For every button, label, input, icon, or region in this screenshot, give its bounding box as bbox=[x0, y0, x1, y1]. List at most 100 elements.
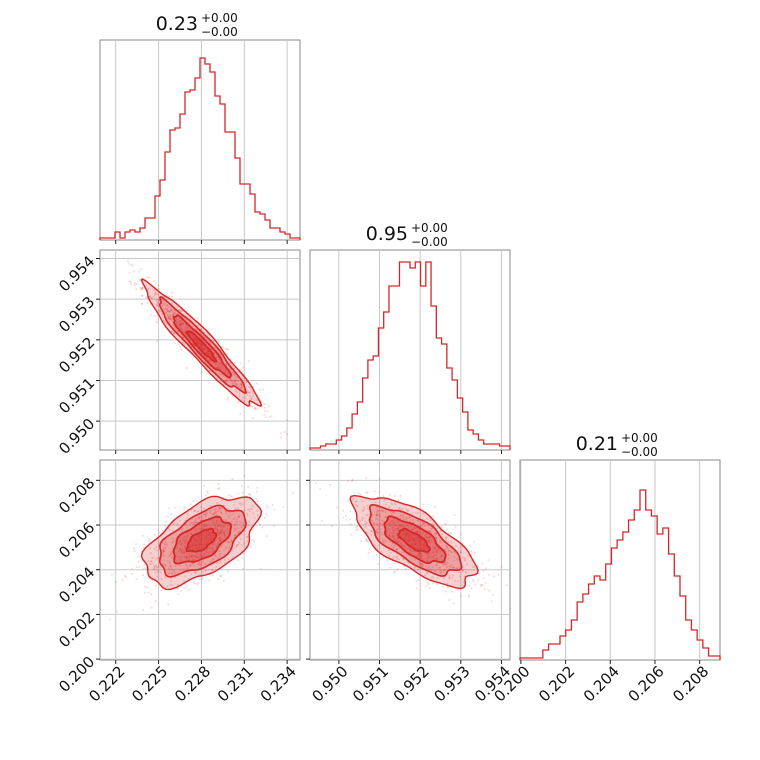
p0-p1-sample-point bbox=[179, 323, 182, 326]
p1-p2-sample-point bbox=[419, 555, 422, 558]
p0-p2-sample-point bbox=[154, 533, 157, 536]
p0-p1-sample-point bbox=[153, 280, 156, 283]
p0-p2-sample-point bbox=[171, 541, 174, 544]
p0-p2-sample-point bbox=[222, 579, 225, 582]
p0-p1-sample-point bbox=[169, 318, 172, 321]
p0-p2-sample-point bbox=[215, 526, 218, 529]
p1-p2-sample-point bbox=[427, 537, 430, 540]
p0-p2-sample-point bbox=[170, 553, 173, 556]
p1-p2-sample-point bbox=[423, 525, 426, 528]
p1-p2-sample-point bbox=[432, 549, 435, 552]
p0-p2-contour-0 bbox=[140, 495, 263, 591]
p0-p2-sample-point bbox=[263, 516, 266, 519]
p1-p2-sample-point bbox=[429, 556, 432, 559]
p1-p2-sample-point bbox=[390, 513, 393, 516]
p0-p2-sample-point bbox=[183, 550, 186, 553]
p1-p2-sample-point bbox=[431, 515, 434, 518]
p0-p2-sample-point bbox=[158, 565, 161, 568]
p0-p2-sample-point bbox=[216, 531, 219, 534]
p1-p2-sample-point bbox=[417, 512, 420, 515]
p0-p2-sample-point bbox=[233, 542, 236, 545]
p0-p1-sample-point bbox=[252, 392, 255, 395]
p0-p1-sample-point bbox=[210, 355, 213, 358]
p0-p2-sample-point bbox=[233, 527, 236, 530]
p0-p2-sample-point bbox=[156, 575, 159, 578]
p1-p2-sample-point bbox=[391, 534, 394, 537]
p1-p2-sample-point bbox=[450, 563, 453, 566]
p1-p2-sample-point bbox=[451, 577, 454, 580]
p0-p2-sample-point bbox=[185, 539, 188, 542]
p0-p2-sample-point bbox=[190, 555, 193, 558]
p0-p1-sample-point bbox=[178, 322, 181, 325]
p0-p1-sample-point bbox=[196, 317, 199, 320]
p1-p2-sample-point bbox=[401, 525, 404, 528]
p1-p2-sample-point bbox=[397, 527, 400, 530]
p0-p2-sample-point bbox=[218, 487, 221, 490]
p0-p1-sample-point bbox=[239, 412, 242, 415]
p1-p2-sample-point bbox=[418, 551, 421, 554]
p1-p2-sample-point bbox=[482, 577, 485, 580]
p0-p2-sample-point bbox=[240, 526, 243, 529]
p0-p2-sample-point bbox=[154, 558, 157, 561]
p0-p2-sample-point bbox=[215, 565, 218, 568]
p0-p2-sample-point bbox=[195, 546, 198, 549]
p1-p2-sample-point bbox=[435, 562, 438, 565]
p0-p2-sample-point bbox=[201, 550, 204, 553]
p1-p2-sample-point bbox=[336, 506, 339, 509]
p1-p2-sample-point bbox=[406, 547, 409, 550]
p1-p2-sample-point bbox=[428, 536, 431, 539]
p0-p2-sample-point bbox=[146, 586, 149, 589]
p0-p1-sample-point bbox=[185, 324, 188, 327]
p0-p2-sample-point bbox=[192, 521, 195, 524]
p1-p2-sample-point bbox=[435, 564, 438, 567]
p0-p2-sample-point bbox=[183, 541, 186, 544]
p0-p1-contour-3 bbox=[185, 330, 218, 363]
p0-p2-sample-point bbox=[169, 580, 172, 583]
p1-p2-sample-point bbox=[375, 513, 378, 516]
p0-p2-sample-point bbox=[115, 610, 118, 613]
p0-p2-sample-point bbox=[214, 507, 217, 510]
p0-p1-sample-point bbox=[279, 432, 282, 435]
p1-p2-sample-point bbox=[448, 574, 451, 577]
p1-p2-sample-point bbox=[446, 582, 449, 585]
p0-p1-sample-point bbox=[202, 344, 205, 347]
p1-p2-sample-point bbox=[421, 564, 424, 567]
p1-p2-sample-point bbox=[431, 539, 434, 542]
p1-p2-sample-point bbox=[448, 577, 451, 580]
p0-p1-sample-point bbox=[231, 380, 234, 383]
p0-p1-sample-point bbox=[248, 392, 251, 395]
p0-p2-sample-point bbox=[223, 534, 226, 537]
p0-p1-sample-point bbox=[176, 330, 179, 333]
p0-p2-sample-point bbox=[221, 526, 224, 529]
p0-p2-sample-point bbox=[194, 582, 197, 585]
p0-p1-sample-point bbox=[152, 295, 155, 298]
p0-p1-sample-point bbox=[155, 292, 158, 295]
p0-p2-sample-point bbox=[157, 565, 160, 568]
p0-p2-sample-point bbox=[252, 512, 255, 515]
p0-p1-sample-point bbox=[149, 313, 152, 316]
p0-p2-sample-point bbox=[193, 564, 196, 567]
p0-p2-sample-point bbox=[237, 527, 240, 530]
p0-p1-sample-point bbox=[225, 370, 228, 373]
p0-p2-sample-point bbox=[248, 520, 251, 523]
p0-p1-sample-point bbox=[207, 334, 210, 337]
p0-p2-sample-point bbox=[206, 547, 209, 550]
p0-p2-sample-point bbox=[246, 512, 249, 515]
p1-p2-sample-point bbox=[365, 538, 368, 541]
p0-p1-sample-point bbox=[181, 322, 184, 325]
p1-p2-sample-point bbox=[448, 576, 451, 579]
p0-p2-sample-point bbox=[224, 518, 227, 521]
p0-p2-sample-point bbox=[185, 540, 188, 543]
p1-p2-sample-point bbox=[435, 550, 438, 553]
p0-p2-sample-point bbox=[196, 536, 199, 539]
p0-p1-sample-point bbox=[199, 342, 202, 345]
p0-p2-sample-point bbox=[188, 588, 191, 591]
p0-p1-sample-point bbox=[254, 407, 257, 410]
p0-p1-sample-point bbox=[185, 366, 188, 369]
p1-p2-sample-point bbox=[394, 520, 397, 523]
x-tick-label-p1-0: 0.950 bbox=[308, 662, 351, 705]
p0-p2-sample-point bbox=[243, 524, 246, 527]
p0-p1-sample-point bbox=[178, 326, 181, 329]
p0-p1-sample-point bbox=[247, 386, 250, 389]
p0-p2-sample-point bbox=[210, 547, 213, 550]
